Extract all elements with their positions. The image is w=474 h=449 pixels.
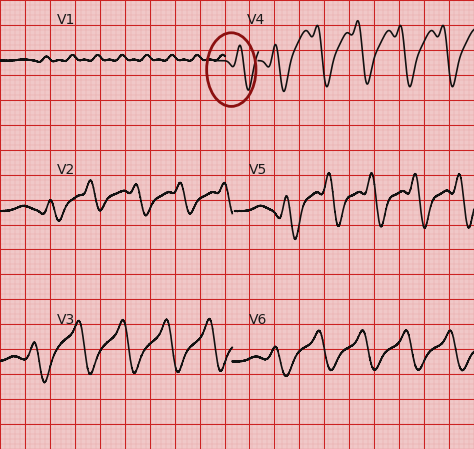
Text: V3: V3 [57,313,75,327]
Text: V6: V6 [249,313,267,327]
Text: V5: V5 [249,163,267,177]
Text: V2: V2 [57,163,75,177]
Text: V1: V1 [57,13,75,27]
Text: V4: V4 [247,13,265,27]
